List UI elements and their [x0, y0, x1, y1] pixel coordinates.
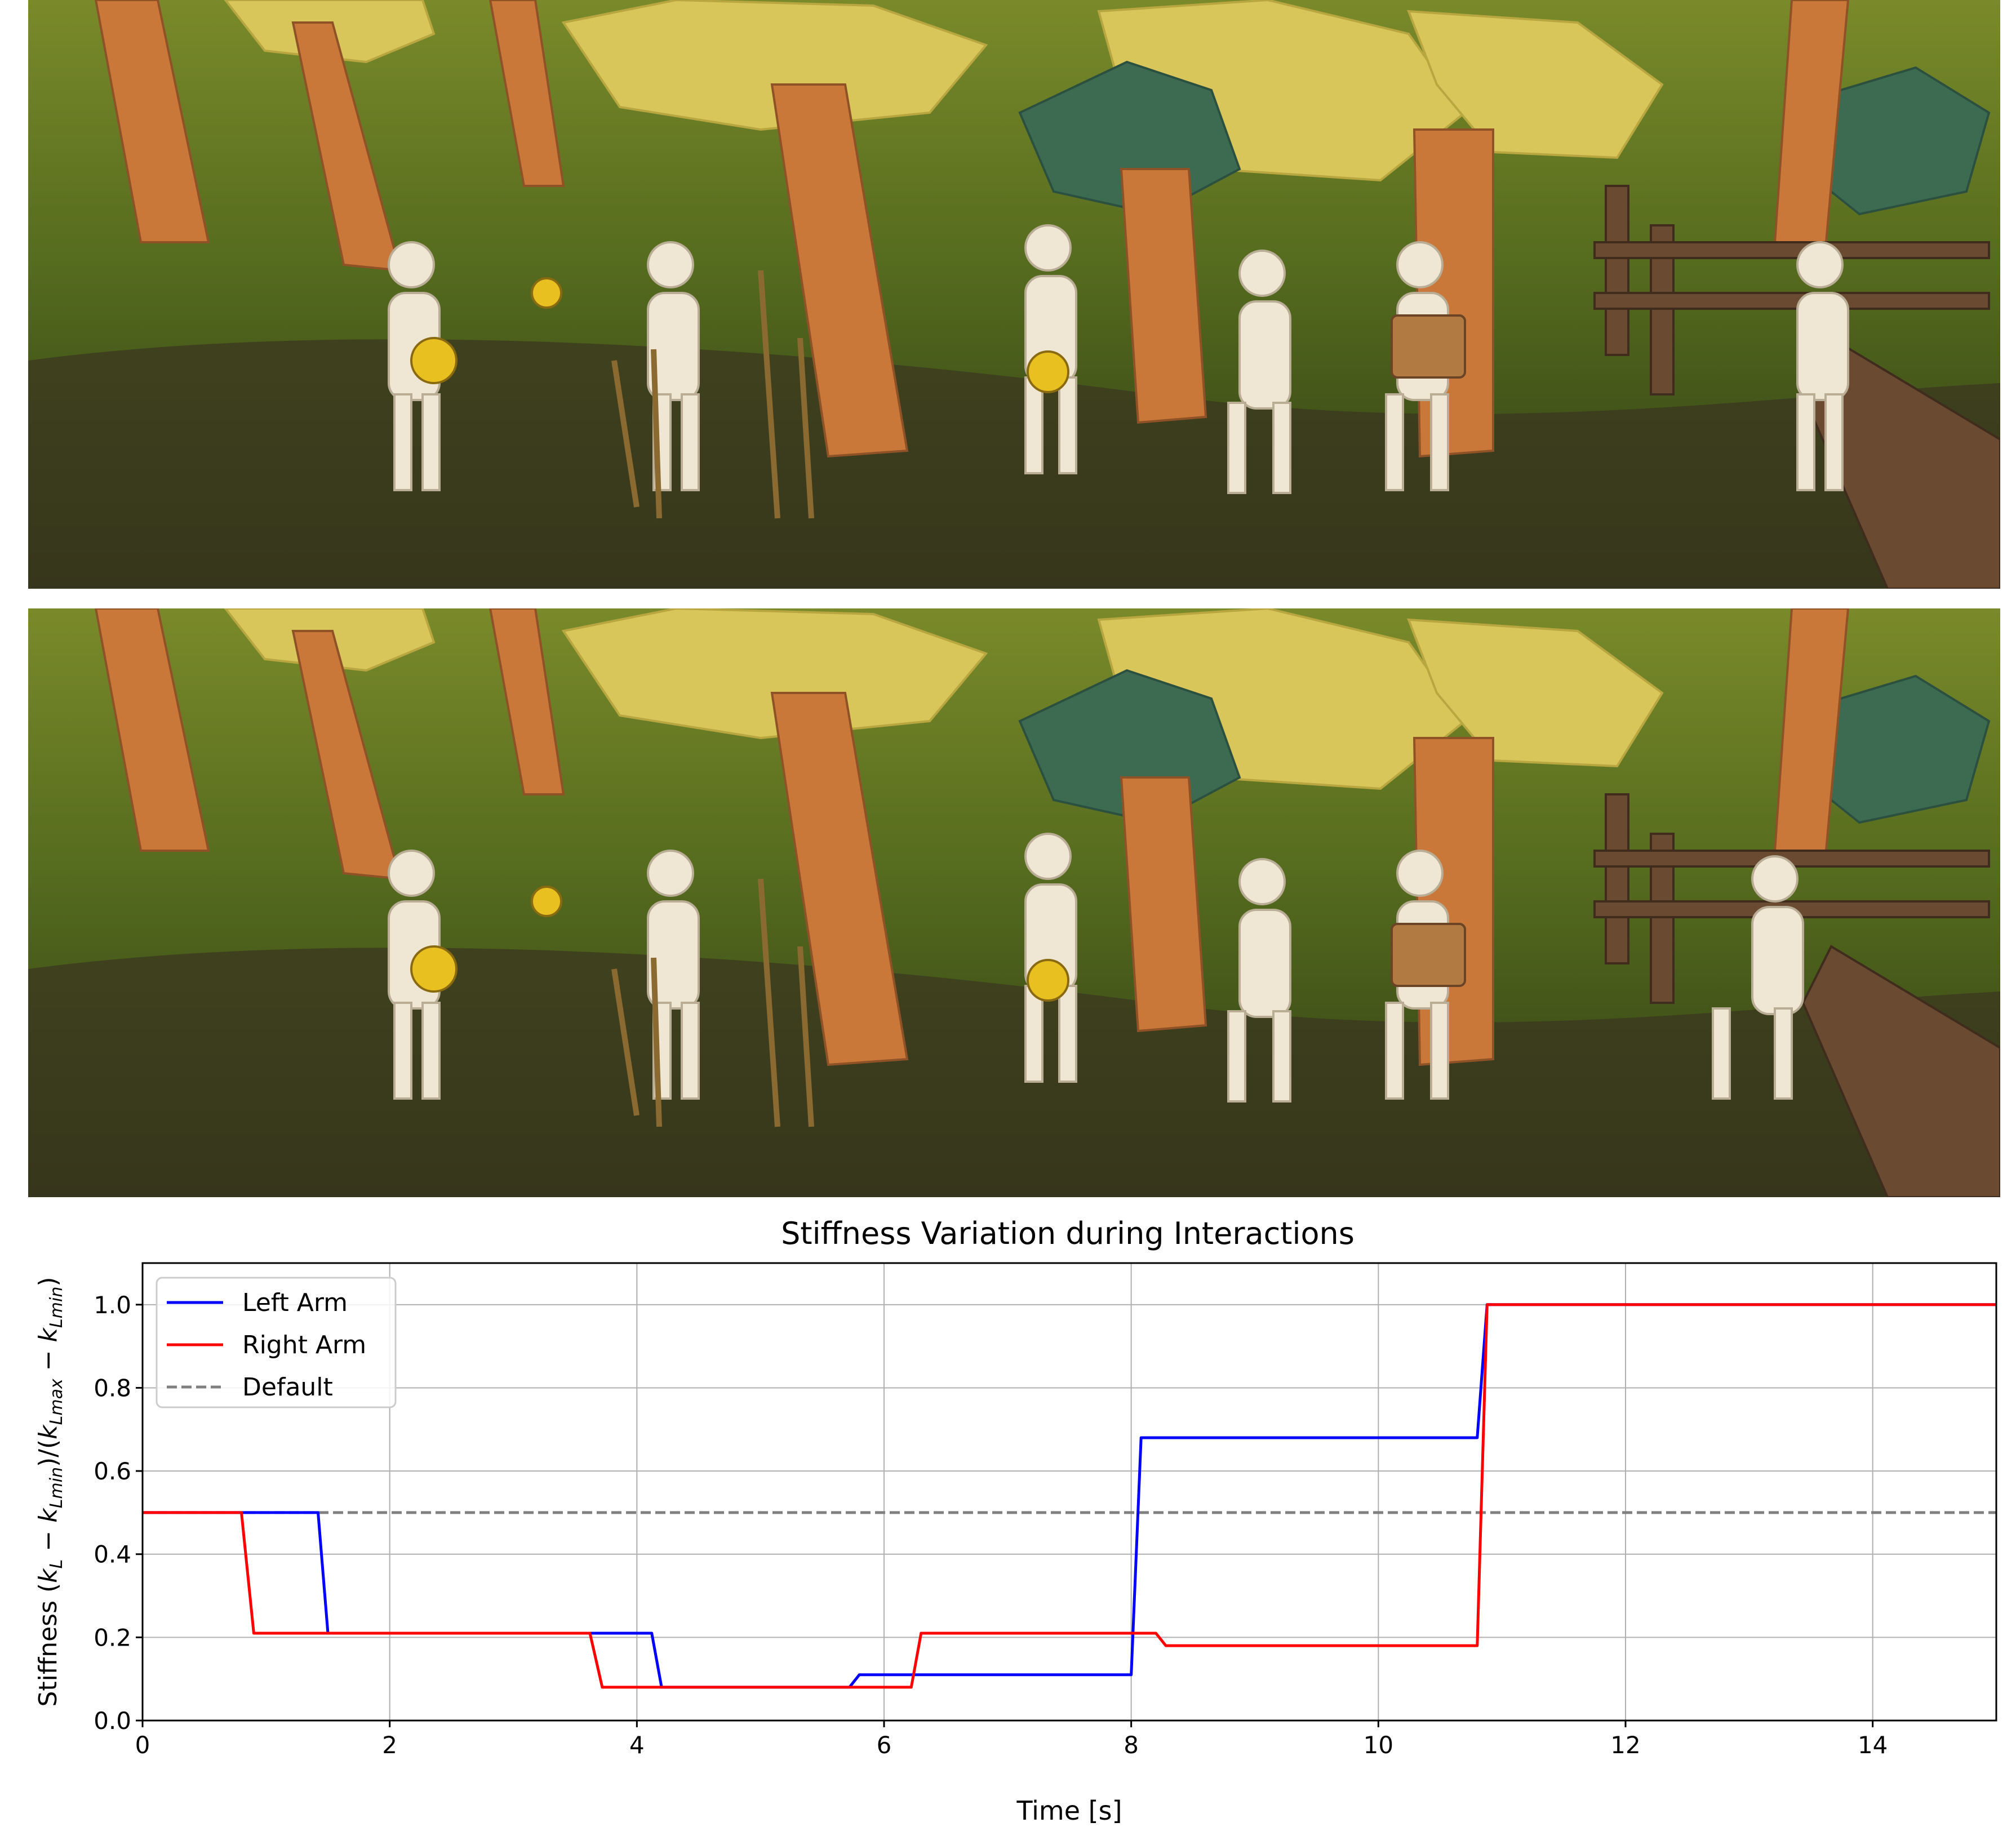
x-tick-label: 0: [135, 1731, 150, 1759]
humanoid-character-3: [1024, 833, 1077, 1083]
humanoid-character-6: [1712, 855, 1804, 1100]
x-tick-label: 8: [1124, 1731, 1139, 1759]
sunflower-icon: [410, 886, 1069, 1002]
dirt-path: [28, 339, 2000, 589]
sunflower-icon: [410, 277, 1069, 393]
y-tick-label: 0.2: [94, 1624, 131, 1651]
wooden-bucket-icon: [1391, 314, 1466, 379]
humanoid-character-4: [1227, 858, 1291, 1103]
series-line-left-arm: [143, 1303, 1996, 1689]
y-tick-label: 0.4: [94, 1541, 131, 1568]
axis-ticks: 0 2 4 6 8 10 12 14 0.0 0.2 0.4 0.6 0.8 1.0: [94, 1291, 1888, 1759]
wooden-bucket-icon: [1391, 923, 1466, 987]
y-tick-label: 0.6: [94, 1457, 131, 1485]
tree-trunk: [94, 0, 1850, 458]
series-line-right-arm: [143, 1303, 1996, 1689]
humanoid-character-2: [647, 241, 700, 491]
x-tick-label: 14: [1858, 1731, 1888, 1759]
stiffness-chart: Stiffness Variation during Interactions …: [34, 1216, 1997, 1826]
game-scene-bottom: [28, 608, 2000, 1197]
reed-plants: [611, 270, 814, 519]
legend-box: [156, 1277, 397, 1408]
series-lines: [143, 1303, 1996, 1689]
legend-label-right-arm: Right Arm: [242, 1331, 366, 1359]
y-tick-label: 0.8: [94, 1374, 131, 1402]
x-tick-label: 2: [382, 1731, 397, 1759]
grid-lines: [142, 1263, 1996, 1721]
humanoid-character-6: [1796, 241, 1849, 491]
x-tick-label: 6: [877, 1731, 892, 1759]
humanoid-character-4: [1227, 250, 1291, 494]
reed-plants: [611, 878, 814, 1127]
humanoid-character-2: [647, 850, 700, 1100]
x-tick-label: 12: [1610, 1731, 1640, 1759]
dirt-path: [28, 948, 2000, 1197]
game-scene-top: [28, 0, 2000, 589]
x-tick-label: 4: [629, 1731, 645, 1759]
legend-label-left-arm: Left Arm: [242, 1288, 348, 1317]
plot-frame: [141, 1262, 1997, 1722]
y-tick-label: 0.0: [94, 1707, 131, 1735]
legend: Left Arm Right Arm Default: [156, 1277, 397, 1408]
x-tick-label: 10: [1364, 1731, 1393, 1759]
wooden-fence: [1593, 185, 2000, 589]
chart-title: Stiffness Variation during Interactions: [781, 1216, 1355, 1251]
y-tick-label: 1.0: [94, 1291, 131, 1319]
legend-label-default: Default: [242, 1373, 333, 1402]
x-axis-label: Time [s]: [1016, 1795, 1122, 1826]
y-axis-label: Stiffness (kL − kLmin)/(kLmax − kLmin): [34, 1277, 66, 1706]
